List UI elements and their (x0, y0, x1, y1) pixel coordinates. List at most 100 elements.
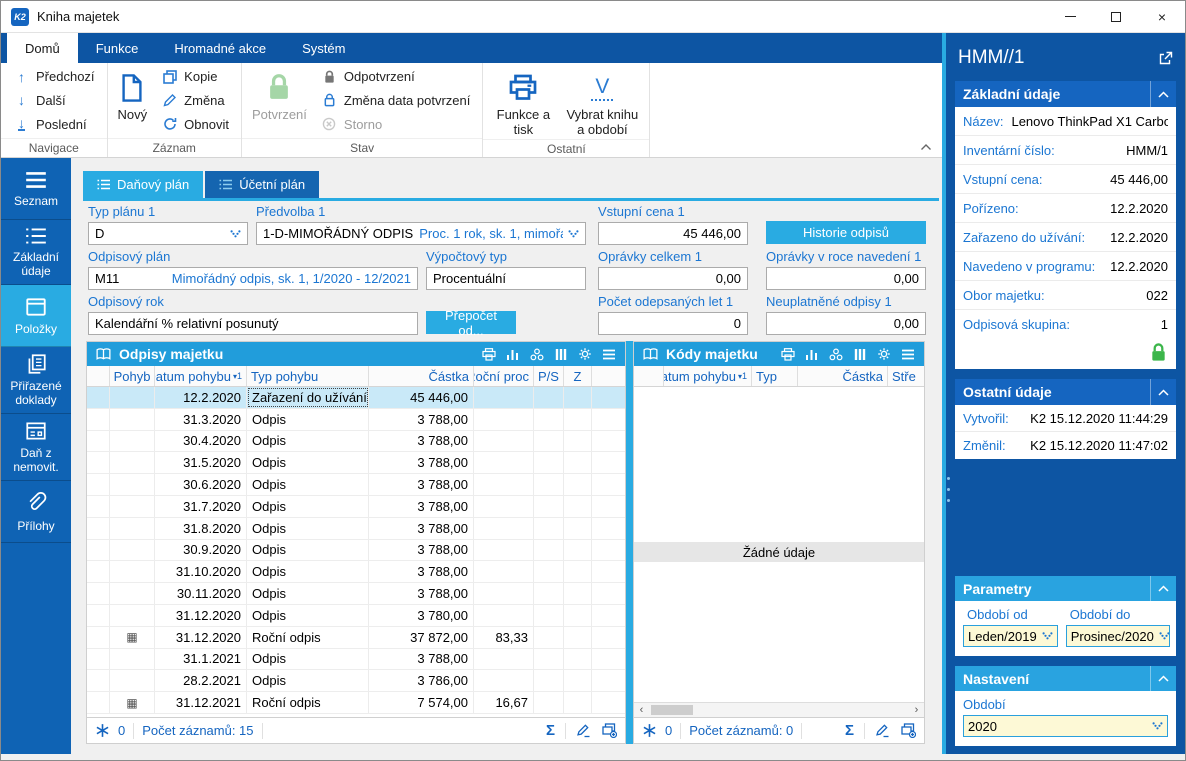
odpisovy-rok-input[interactable]: Kalendářní % relativní posunutý (88, 312, 418, 335)
copy-add-icon[interactable] (601, 723, 617, 738)
column-header[interactable]: Roční proc (474, 366, 534, 386)
table-row[interactable]: 31.8.2020 Odpis 3 788,00 (87, 517, 625, 540)
menu-icon[interactable] (600, 345, 617, 363)
obdobi-od-combo[interactable]: Leden/2019 (963, 625, 1058, 647)
filter-asterisk-icon[interactable] (642, 723, 657, 738)
next-button[interactable]: ↓ Další (5, 89, 103, 111)
dropdown-icon[interactable] (563, 229, 579, 238)
table-row[interactable]: 28.2.2021 Odpis 3 786,00 (87, 670, 625, 693)
table-row[interactable]: ▦ 31.12.2021 Roční odpis 7 574,00 16,67 (87, 692, 625, 714)
columns-icon[interactable] (851, 345, 868, 363)
obdobi-do-combo[interactable]: Prosinec/2020 (1065, 625, 1170, 647)
collapse-section-icon[interactable] (1150, 81, 1176, 107)
scrollbar-thumb[interactable] (651, 705, 693, 715)
table-row[interactable]: 31.3.2020 Odpis 3 788,00 (87, 408, 625, 431)
copy-button[interactable]: Kopie (153, 66, 237, 88)
sidebar-item-prilohy[interactable]: Přílohy (1, 481, 71, 543)
chart-icon[interactable] (803, 345, 820, 363)
close-button[interactable]: × (1157, 8, 1167, 25)
sidebar-item-zakladni-udaje[interactable]: Základní údaje (1, 220, 71, 285)
ribbon-tab-hromadne-akce[interactable]: Hromadné akce (174, 40, 267, 56)
unconfirm-button[interactable]: Odpotvrzení (313, 66, 478, 88)
table-row[interactable]: 30.9.2020 Odpis 3 788,00 (87, 539, 625, 562)
menu-icon[interactable] (899, 345, 916, 363)
chart-icon[interactable] (504, 345, 521, 363)
edit-button[interactable]: Změna (153, 89, 237, 111)
opravky-navedeni-input[interactable]: 0,00 (766, 267, 926, 290)
settings-gear-icon[interactable] (875, 345, 892, 363)
column-header[interactable]: Datum pohybu▾1 (155, 366, 247, 386)
tab-ucetni-plan[interactable]: Účetní plán (205, 171, 320, 198)
sidebar-item-prirazene-doklady[interactable]: Přiřazené doklady (1, 347, 71, 414)
scroll-right-icon[interactable]: › (914, 704, 919, 716)
opravky-celkem-input[interactable]: 0,00 (598, 267, 748, 290)
functions-print-button[interactable]: Funkce a tisk (487, 65, 559, 137)
column-header[interactable]: Stře (892, 368, 916, 384)
column-header[interactable]: Pohyb (110, 366, 155, 386)
neuplatnene-input[interactable]: 0,00 (766, 312, 926, 335)
prepocet-button[interactable]: Přepočet od... (426, 308, 516, 338)
tab-danovy-plan[interactable]: Daňový plán (83, 171, 204, 198)
pocet-let-input[interactable]: 0 (598, 312, 748, 335)
analysis-icon[interactable] (827, 345, 844, 363)
prev-button[interactable]: ↑ Předchozí (5, 66, 103, 88)
confirm-button[interactable]: Potvrzení (246, 65, 313, 136)
odpisovy-plan-input[interactable]: M11 Mimořádný odpis, sk. 1, 1/2020 - 12/… (88, 267, 418, 290)
settings-gear-icon[interactable] (576, 345, 593, 363)
table-row[interactable]: 31.5.2020 Odpis 3 788,00 (87, 452, 625, 475)
predvolba-combo[interactable]: 1-D-MIMOŘÁDNÝ ODPIS Proc. 1 rok, sk. 1, … (256, 222, 586, 245)
column-header[interactable]: Datum pohybu▾1 (664, 366, 752, 386)
dropdown-icon[interactable] (1037, 632, 1053, 640)
obdobi-combo[interactable]: 2020 (963, 715, 1168, 737)
minimize-button[interactable] (1047, 1, 1093, 32)
analysis-icon[interactable] (528, 345, 545, 363)
column-header[interactable]: Typ (752, 366, 798, 386)
maximize-button[interactable] (1093, 1, 1139, 32)
table-row[interactable]: 31.7.2020 Odpis 3 788,00 (87, 495, 625, 518)
column-header[interactable]: P/S (534, 366, 564, 386)
grid-splitter[interactable] (626, 341, 633, 744)
copy-add-icon[interactable] (900, 723, 916, 738)
sidebar-item-dan-z-nemovit[interactable]: Daň z nemovit. (1, 414, 71, 481)
collapse-section-icon[interactable] (1150, 576, 1176, 601)
historie-odpisu-button[interactable]: Historie odpisů (766, 221, 926, 244)
collapse-ribbon-icon[interactable] (920, 143, 932, 151)
change-confirm-date-button[interactable]: Změna data potvrzení (313, 89, 478, 111)
vypoctovy-typ-input[interactable]: Procentuální (426, 267, 586, 290)
edit-pencil-icon[interactable] (875, 723, 890, 738)
filter-asterisk-icon[interactable] (95, 723, 110, 738)
open-in-window-icon[interactable] (1158, 51, 1173, 66)
column-header[interactable]: Částka (369, 366, 474, 386)
dropdown-icon[interactable] (225, 229, 241, 238)
vstupni-cena-input[interactable]: 45 446,00 (598, 222, 748, 245)
sidebar-item-polozky[interactable]: Položky (1, 285, 71, 347)
ribbon-tab-funkce[interactable]: Funkce (95, 40, 139, 56)
select-book-period-button[interactable]: V Vybrat knihu a období (559, 65, 645, 137)
splitter-handle[interactable] (947, 477, 950, 502)
table-row[interactable]: ▦ 31.12.2020 Roční odpis 37 872,00 83,33 (87, 626, 625, 649)
table-row[interactable]: 31.12.2020 Odpis 3 780,00 (87, 604, 625, 627)
sum-icon[interactable]: Σ (844, 722, 854, 739)
table-row[interactable]: 30.6.2020 Odpis 3 788,00 (87, 474, 625, 496)
collapse-section-icon[interactable] (1150, 379, 1176, 405)
typ-planu-combo[interactable]: D (88, 222, 248, 245)
table-row[interactable]: 12.2.2020 Zařazení do užívání 45 446,00 (87, 387, 625, 409)
print-icon[interactable] (779, 345, 796, 363)
table-row[interactable]: 31.10.2020 Odpis 3 788,00 (87, 561, 625, 584)
edit-pencil-icon[interactable] (576, 723, 591, 738)
refresh-button[interactable]: Obnovit (153, 113, 237, 135)
table-row[interactable]: 30.4.2020 Odpis 3 788,00 (87, 430, 625, 453)
dropdown-icon[interactable] (1154, 632, 1169, 640)
column-header[interactable]: Typ pohybu (247, 366, 369, 386)
last-button[interactable]: ↓ Poslední (5, 113, 103, 135)
new-button[interactable]: Nový (112, 65, 154, 136)
horizontal-scrollbar[interactable]: ‹ › (634, 702, 924, 717)
print-icon[interactable] (480, 345, 497, 363)
sum-icon[interactable]: Σ (545, 722, 555, 739)
ribbon-tab-system[interactable]: Systém (302, 40, 346, 56)
collapse-section-icon[interactable] (1150, 666, 1176, 691)
scroll-left-icon[interactable]: ‹ (639, 704, 644, 716)
ribbon-tab-domu[interactable]: Domů (7, 33, 78, 63)
columns-icon[interactable] (552, 345, 569, 363)
column-header[interactable]: Částka (798, 366, 888, 386)
